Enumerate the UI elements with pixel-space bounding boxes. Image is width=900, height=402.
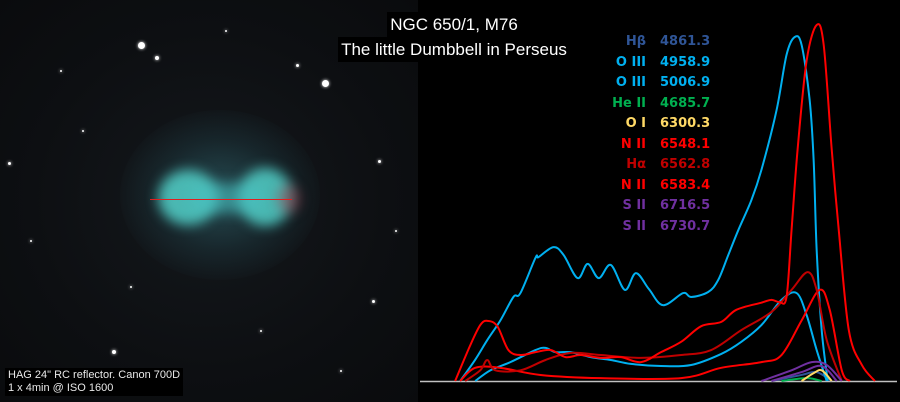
star xyxy=(296,64,299,67)
legend-ion: S II xyxy=(622,198,646,213)
star xyxy=(112,350,116,354)
legend-ion: O III xyxy=(615,54,646,70)
star xyxy=(395,230,397,232)
legend-wavelength: 6583.4 xyxy=(660,177,711,193)
legend-entry: N II 6583.4 xyxy=(600,176,710,197)
legend-entry: S II 6716.5 xyxy=(600,196,710,217)
legend-entry: O III 5006.9 xyxy=(600,73,710,94)
legend-ion: Hα xyxy=(626,157,646,172)
caption-line-1: HAG 24" RC reflector. Canon 700D xyxy=(8,369,181,381)
series-line-s-ii-6730-7 xyxy=(761,360,843,382)
legend-entry: He II 4685.7 xyxy=(600,94,710,115)
nebula-bar xyxy=(190,183,265,213)
legend-ion: He II xyxy=(612,95,646,111)
legend-ion: O I xyxy=(625,116,646,131)
series-line-o-iii-5006-9 xyxy=(459,35,829,382)
legend-wavelength: 4685.7 xyxy=(660,95,711,111)
photo-caption: HAG 24" RC reflector. Canon 700D 1 x 4mi… xyxy=(5,368,184,396)
nebula-photo: HAG 24" RC reflector. Canon 700D 1 x 4mi… xyxy=(0,0,418,402)
legend-wavelength: 6730.7 xyxy=(660,218,711,234)
star xyxy=(372,300,375,303)
slit-line xyxy=(150,199,292,200)
star xyxy=(8,162,11,165)
star xyxy=(260,330,262,332)
series-line-h-6562-8 xyxy=(464,271,843,382)
star xyxy=(138,42,145,49)
star xyxy=(60,70,62,72)
legend-entry: S II 6730.7 xyxy=(600,217,710,238)
caption-line-2: 1 x 4min @ ISO 1600 xyxy=(8,382,114,394)
series-line-s-ii-6716-5 xyxy=(771,364,838,382)
legend-wavelength: 6300.3 xyxy=(660,116,711,131)
star xyxy=(340,370,342,372)
series-line-n-ii-6583-4 xyxy=(454,23,876,382)
star xyxy=(130,286,132,288)
title-line-1: NGC 650/1, M76 xyxy=(387,12,521,37)
star xyxy=(322,80,329,87)
star xyxy=(155,56,159,60)
legend-ion: N II xyxy=(620,136,646,152)
legend-ion: S II xyxy=(622,218,646,234)
legend-wavelength: 6562.8 xyxy=(660,157,711,172)
legend-wavelength: 6716.5 xyxy=(660,198,711,213)
legend: Hβ 4861.3 O III 4958.9 O III 5006.9 He II 4685.… xyxy=(600,32,710,237)
legend-wavelength: 5006.9 xyxy=(660,75,711,90)
legend-ion: O III xyxy=(615,75,646,90)
star xyxy=(30,240,32,242)
legend-ion: Hβ xyxy=(625,34,646,49)
legend-entry: N II 6548.1 xyxy=(600,135,710,156)
legend-wavelength: 4958.9 xyxy=(660,54,711,70)
legend-ion: N II xyxy=(620,177,646,193)
legend-entry: O III 4958.9 xyxy=(600,53,710,74)
legend-entry: Hβ 4861.3 xyxy=(600,32,710,53)
series-line-h-4861-3 xyxy=(771,370,833,382)
figure-title: NGC 650/1, M76 The little Dumbbell in Pe… xyxy=(318,12,590,62)
legend-wavelength: 4861.3 xyxy=(660,34,711,49)
legend-entry: Hα 6562.8 xyxy=(600,155,710,176)
series-line-o-iii-4958-9 xyxy=(474,291,828,382)
series-line-o-i-6300-3 xyxy=(801,368,833,382)
star xyxy=(82,130,84,132)
star xyxy=(225,30,227,32)
legend-wavelength: 6548.1 xyxy=(660,136,711,152)
title-line-2: The little Dumbbell in Perseus xyxy=(338,37,570,62)
series-line-n-ii-6548-1 xyxy=(459,288,851,382)
legend-entry: O I 6300.3 xyxy=(600,114,711,135)
star xyxy=(378,160,381,163)
